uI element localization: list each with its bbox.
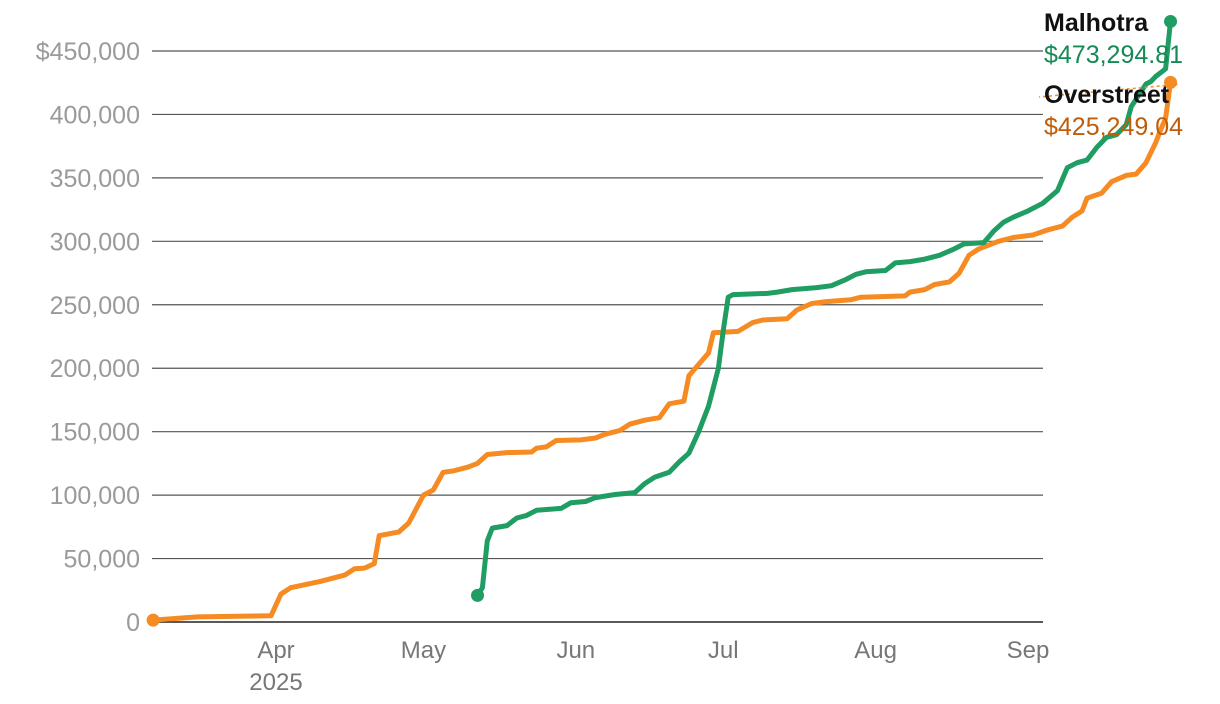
y-tick-label: 350,000 <box>50 165 140 193</box>
series-lines <box>146 14 1178 627</box>
y-tick-label: 100,000 <box>50 482 140 510</box>
malhotra-series-name: Malhotra <box>1044 9 1149 37</box>
x-tick-label: Sep <box>1007 637 1050 664</box>
overstreet-label-leader <box>1038 83 1178 98</box>
x-tick-year-label: 2025 <box>249 669 302 696</box>
end-labels: Overstreet $425,249.04 Malhotra $473,294.81 <box>1038 9 1183 141</box>
overstreet-series-name: Overstreet <box>1044 81 1170 109</box>
x-tick-label: Jul <box>708 637 739 664</box>
x-tick-label: Aug <box>854 637 897 664</box>
malhotra-start-point <box>471 588 485 602</box>
y-tick-label: 300,000 <box>50 228 140 256</box>
gridlines <box>152 50 1043 623</box>
malhotra-final-value: $473,294.81 <box>1044 41 1183 69</box>
y-tick-label: 150,000 <box>50 419 140 447</box>
x-tick-label: Apr <box>257 637 294 664</box>
x-axis-ticks: Apr 2025 May Jun Jul Aug Sep <box>249 637 1049 696</box>
overstreet-final-value: $425,249.04 <box>1044 113 1183 141</box>
malhotra-end-point <box>1164 14 1178 28</box>
y-tick-label: 50,000 <box>64 546 140 574</box>
x-tick-label: Jun <box>556 637 595 664</box>
y-axis-ticks: 0 50,000 100,000 150,000 200,000 250,000 300,0… <box>36 38 140 637</box>
overstreet-start-point <box>146 613 160 627</box>
y-tick-label: $450,000 <box>36 38 140 66</box>
overstreet-end-point <box>1164 75 1178 89</box>
malhotra-line <box>475 18 1173 598</box>
y-tick-label: 200,000 <box>50 355 140 383</box>
y-tick-label: 400,000 <box>50 101 140 129</box>
overstreet-line <box>150 79 1173 623</box>
y-tick-label: 250,000 <box>50 292 140 320</box>
y-tick-label: 0 <box>126 609 140 637</box>
x-tick-label: May <box>401 637 446 664</box>
